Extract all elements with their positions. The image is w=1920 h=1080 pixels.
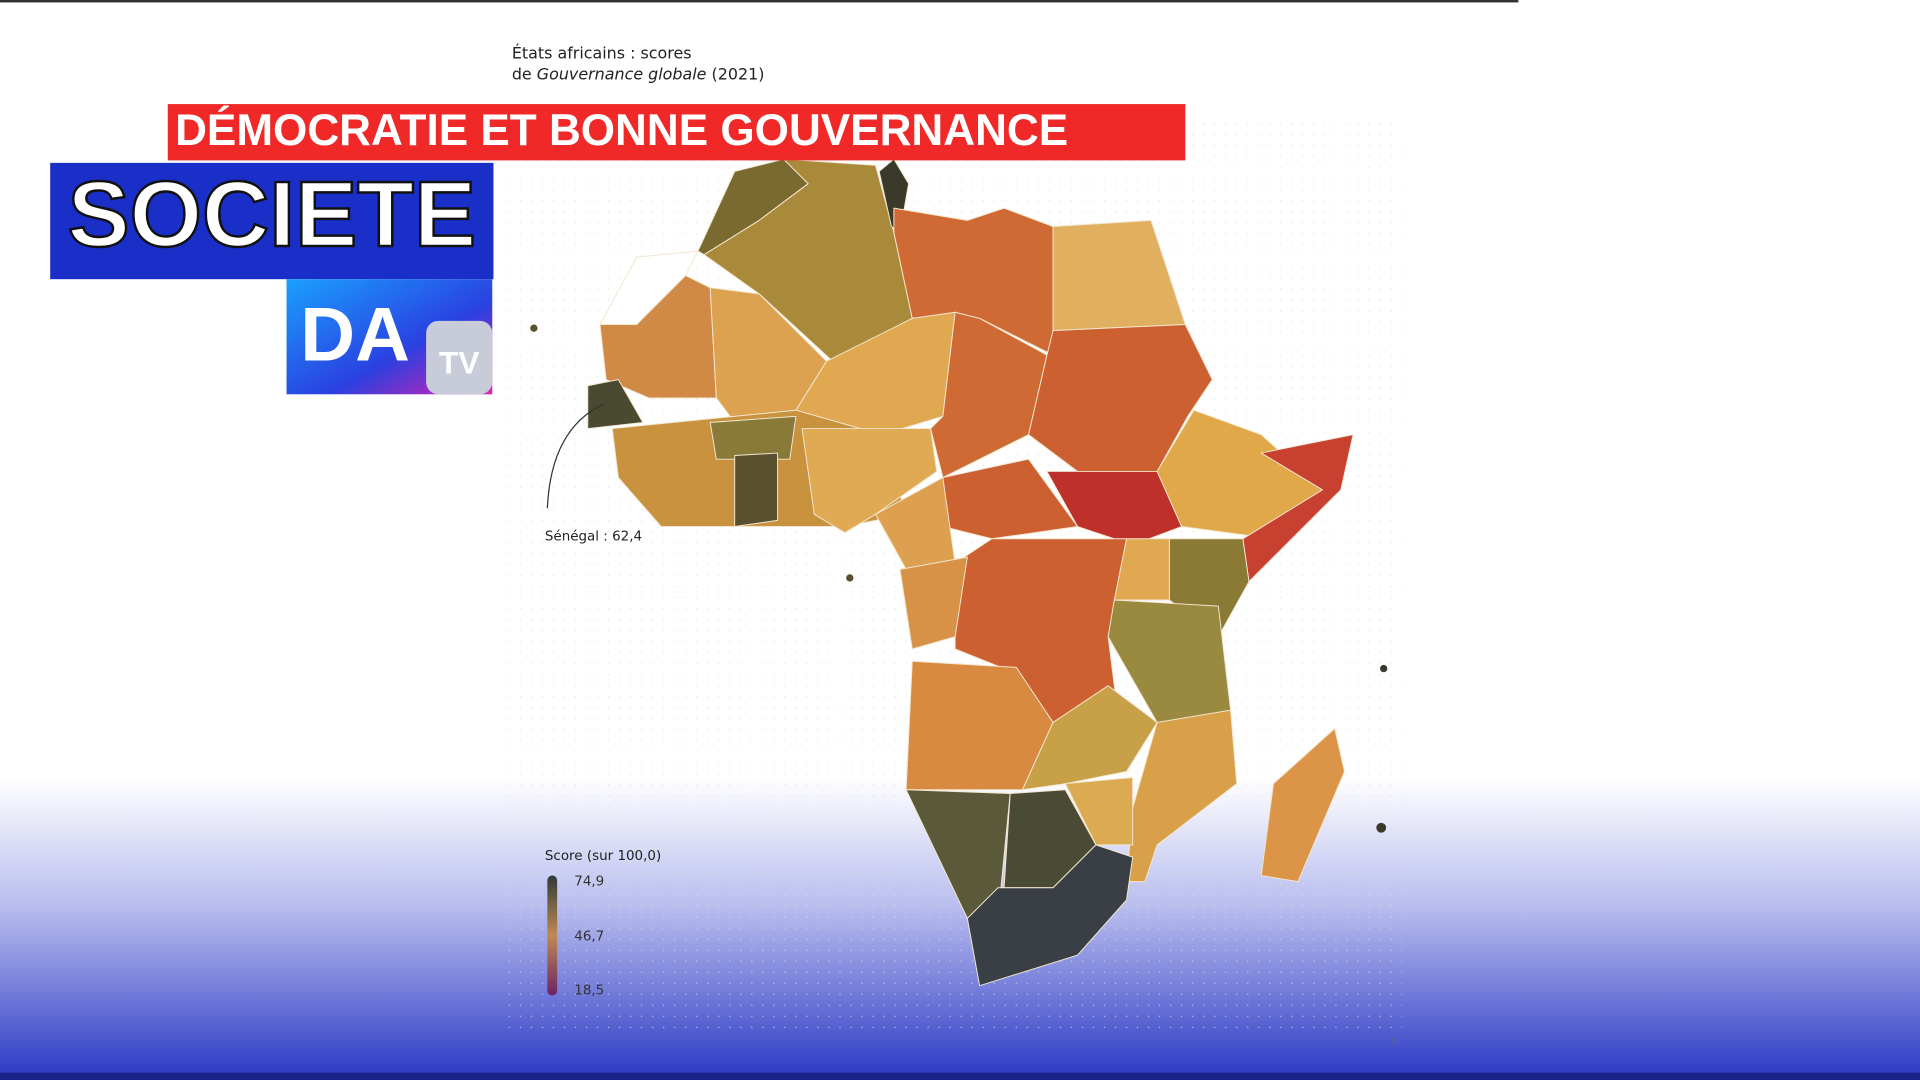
map-title: États africains : scores (512, 43, 692, 62)
legend-title: Score (sur 100,0) (545, 849, 661, 864)
africa-map (530, 158, 1388, 987)
subtitle-italic: Gouvernance globale (537, 64, 707, 83)
legend-bar (547, 875, 558, 996)
topic-banner (167, 104, 1186, 161)
logo-sub: TV (439, 344, 480, 380)
map-subtitle: de Gouvernance globale (2021) (512, 64, 765, 83)
topic-text: DÉMOCRATIE ET BONNE GOUVERNANCE (175, 105, 1068, 155)
subtitle-prefix: de (512, 64, 537, 83)
annotation-line (546, 403, 604, 509)
legend-label: 74,9 (574, 875, 604, 890)
page-number: 7 (1391, 1037, 1397, 1048)
annotation: Sénégal : 62,4 (545, 528, 642, 544)
logo-main: DA (300, 292, 410, 377)
legend-label: 46,7 (574, 930, 604, 945)
legend-label: 18,5 (574, 984, 604, 999)
logo-tv-box (426, 320, 493, 395)
subtitle-suffix: (2021) (706, 64, 764, 83)
top-strip (0, 0, 1519, 3)
section-text: SOCIETE (68, 162, 476, 266)
section-banner (50, 162, 494, 280)
bottom-strip (0, 1072, 1920, 1080)
